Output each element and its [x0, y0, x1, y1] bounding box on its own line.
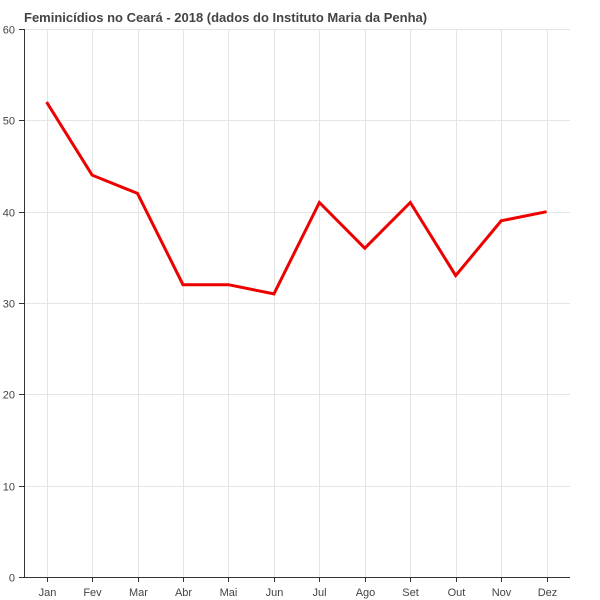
- x-tick-label: Abr: [175, 587, 192, 599]
- x-tick-label: Jan: [39, 587, 57, 599]
- y-tick-label: 0: [9, 573, 15, 585]
- series-layer: [45, 101, 547, 296]
- axes: 0 10 20 30 40 50 60 Jan Fev Mar Abr Mai Jun Jul Ago Set…: [3, 25, 570, 599]
- y-tick-label: 10: [3, 482, 15, 494]
- y-tick-label: 60: [3, 25, 15, 37]
- y-tick-label: 20: [3, 390, 15, 402]
- grid: [24, 29, 570, 577]
- chart-title: Feminicídios no Ceará - 2018 (dados do I…: [24, 10, 428, 25]
- x-tick-label: Set: [402, 587, 419, 599]
- x-tick-label: Jun: [266, 587, 284, 599]
- x-tick-label: Out: [448, 587, 466, 599]
- x-tick-label: Jul: [312, 587, 326, 599]
- x-tick-label: Mar: [129, 587, 148, 599]
- y-tick-label: 40: [3, 208, 15, 220]
- x-tick-label: Fev: [83, 587, 102, 599]
- x-tick-label: Mai: [220, 587, 238, 599]
- x-tick-label: Ago: [356, 587, 376, 599]
- series-line: [45, 101, 547, 296]
- x-tick-label: Dez: [538, 587, 558, 599]
- x-tick-label: Nov: [492, 587, 512, 599]
- y-tick-label: 30: [3, 299, 15, 311]
- y-tick-label: 50: [3, 116, 15, 128]
